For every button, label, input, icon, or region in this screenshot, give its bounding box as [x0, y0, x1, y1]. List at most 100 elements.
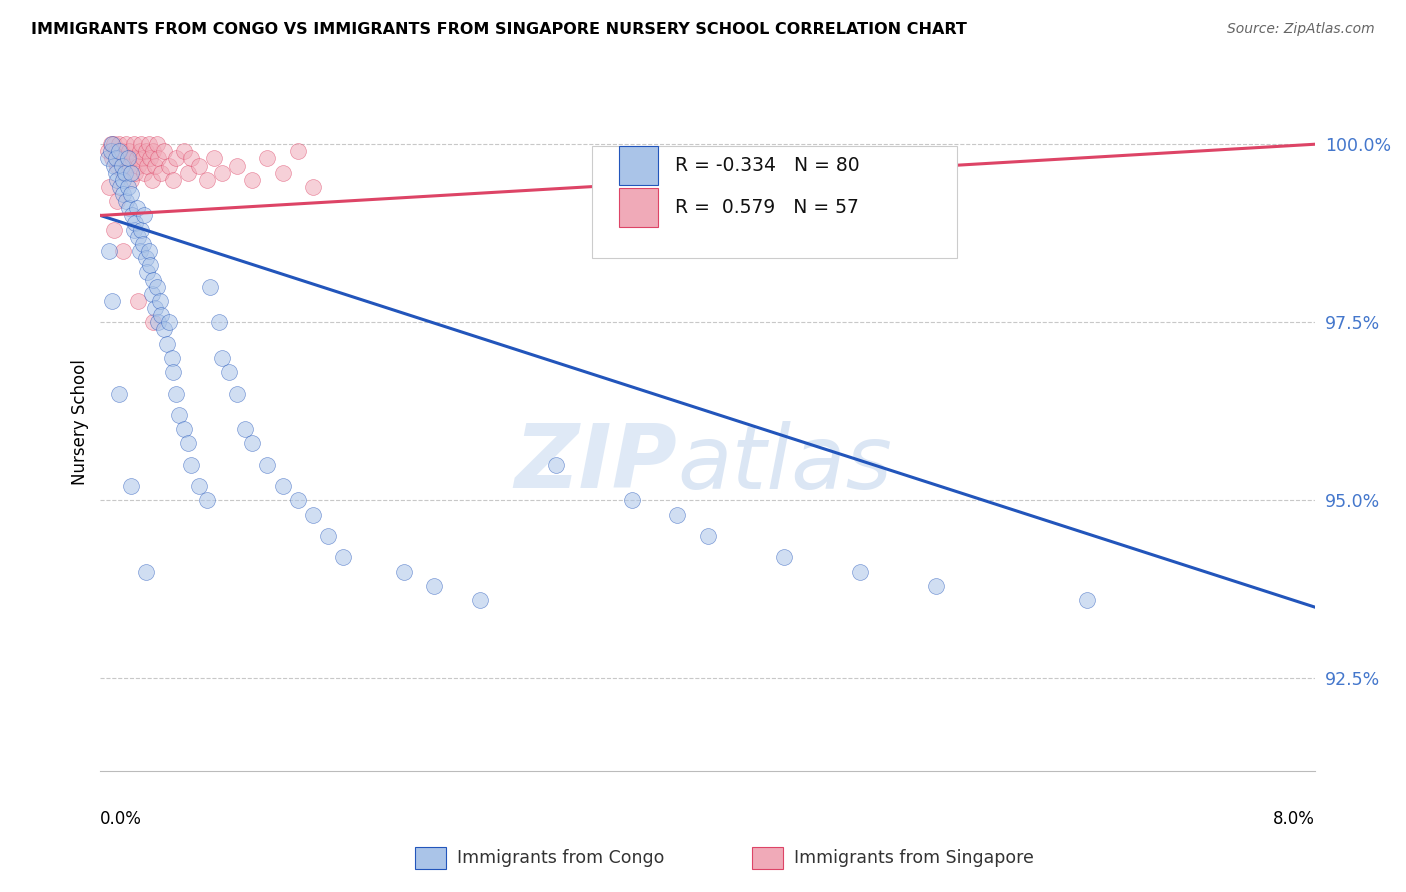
Point: [195, 173, 218, 187]
Point: [177, 436, 200, 450]
Point: [180, 152, 202, 166]
Point: [128, 244, 150, 258]
Point: [103, 222, 125, 236]
Point: [114, 166, 136, 180]
Point: [150, 308, 173, 322]
Point: [211, 351, 233, 365]
Point: [134, 166, 156, 180]
Point: [141, 286, 163, 301]
Point: [98, 180, 121, 194]
Point: [103, 137, 125, 152]
Point: [160, 351, 183, 365]
Point: [120, 187, 142, 202]
Point: [145, 137, 167, 152]
Text: Immigrants from Congo: Immigrants from Congo: [457, 849, 664, 867]
Point: [157, 315, 180, 329]
Point: [138, 244, 160, 258]
Point: [233, 422, 256, 436]
Point: [142, 272, 165, 286]
Point: [132, 236, 155, 251]
Point: [128, 145, 150, 159]
FancyBboxPatch shape: [619, 146, 658, 185]
Point: [131, 137, 153, 152]
Point: [97, 152, 120, 166]
Point: [115, 137, 138, 152]
Point: [125, 152, 148, 166]
Point: [108, 180, 131, 194]
Point: [134, 209, 156, 223]
Text: IMMIGRANTS FROM CONGO VS IMMIGRANTS FROM SINGAPORE NURSERY SCHOOL CORRELATION CH: IMMIGRANTS FROM CONGO VS IMMIGRANTS FROM…: [31, 22, 967, 37]
Point: [153, 322, 176, 336]
Point: [256, 152, 278, 166]
Point: [120, 166, 142, 180]
Point: [101, 137, 124, 152]
Point: [121, 152, 143, 166]
Point: [114, 152, 136, 166]
Point: [127, 229, 149, 244]
Point: [138, 137, 160, 152]
Point: [143, 301, 166, 315]
Point: [423, 579, 446, 593]
Point: [112, 244, 135, 258]
Point: [124, 216, 146, 230]
Point: [162, 173, 184, 187]
Point: [122, 137, 145, 152]
Point: [226, 159, 249, 173]
Point: [195, 493, 218, 508]
Point: [620, 493, 643, 508]
Point: [156, 336, 179, 351]
Text: Immigrants from Singapore: Immigrants from Singapore: [794, 849, 1035, 867]
Point: [108, 152, 131, 166]
Point: [188, 479, 211, 493]
Point: [135, 251, 157, 265]
Point: [146, 315, 169, 329]
Text: ZIP: ZIP: [515, 420, 678, 508]
Point: [139, 152, 162, 166]
Point: [136, 265, 159, 279]
Point: [104, 152, 127, 166]
Point: [142, 315, 165, 329]
Point: [924, 579, 946, 593]
Point: [198, 279, 221, 293]
Point: [316, 529, 339, 543]
Point: [188, 159, 211, 173]
Text: 0.0%: 0.0%: [100, 810, 142, 828]
Point: [141, 173, 163, 187]
Point: [226, 386, 249, 401]
Point: [97, 145, 120, 159]
Point: [666, 508, 689, 522]
Point: [105, 159, 128, 173]
Point: [208, 315, 231, 329]
Point: [165, 152, 187, 166]
Point: [1076, 593, 1098, 607]
Text: 8.0%: 8.0%: [1274, 810, 1315, 828]
Point: [150, 166, 173, 180]
Point: [218, 365, 240, 379]
Point: [240, 173, 263, 187]
Point: [120, 479, 142, 493]
Point: [256, 458, 278, 472]
Y-axis label: Nursery School: Nursery School: [72, 359, 89, 485]
Point: [136, 159, 159, 173]
Point: [101, 152, 124, 166]
Point: [302, 508, 325, 522]
Point: [103, 159, 125, 173]
Point: [107, 386, 129, 401]
Point: [132, 152, 155, 166]
Point: [202, 152, 225, 166]
Point: [173, 145, 195, 159]
Point: [143, 159, 166, 173]
Point: [302, 180, 325, 194]
Point: [148, 293, 170, 308]
Point: [117, 180, 139, 194]
Point: [112, 187, 135, 202]
Point: [125, 202, 148, 216]
Point: [104, 145, 127, 159]
Point: [135, 145, 157, 159]
Point: [271, 166, 294, 180]
Point: [157, 159, 180, 173]
Point: [142, 145, 165, 159]
Point: [180, 458, 202, 472]
Point: [146, 152, 169, 166]
Point: [544, 458, 567, 472]
